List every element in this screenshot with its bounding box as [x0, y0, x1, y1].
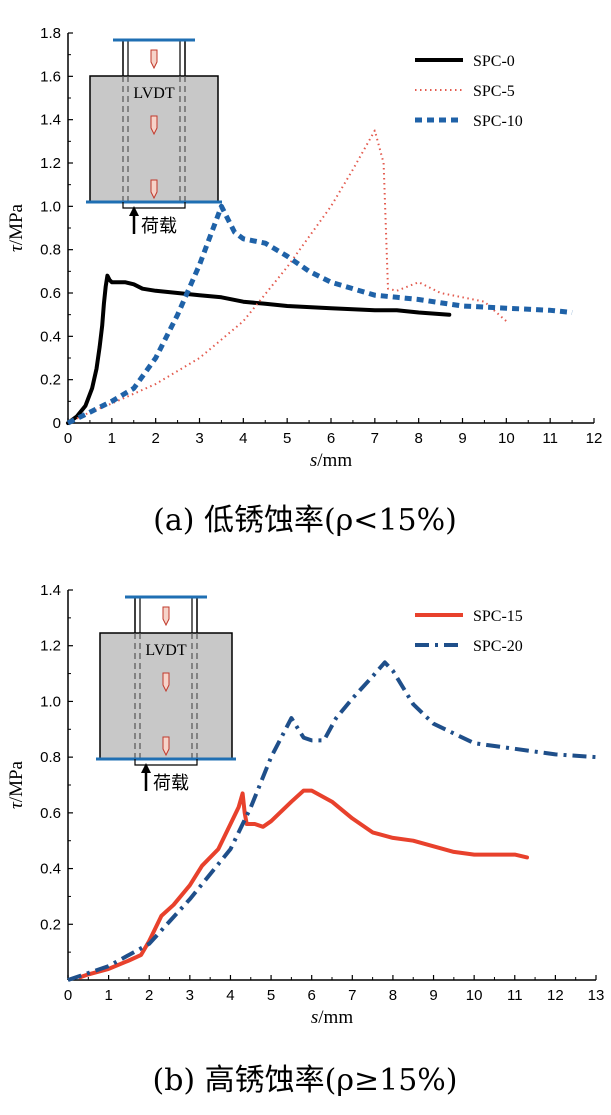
- x-axis-label-unit: /mm: [318, 1007, 353, 1028]
- y-tick-label: 0.8: [40, 749, 61, 766]
- x-tick-label: 5: [267, 987, 275, 1004]
- y-tick-label: 1.4: [40, 582, 61, 599]
- x-tick-label: 8: [414, 430, 422, 447]
- y-tick-label: 0.4: [40, 328, 61, 345]
- series-line-spc-15: [78, 788, 529, 980]
- chart-panel-a: 0 1 2 3 4 5 6 7 8 9 10 11 1200.20.40.60.81.01.21.41.…: [6, 25, 602, 538]
- x-axis-label-unit: /mm: [317, 450, 352, 471]
- x-tick-label: 5: [283, 430, 291, 447]
- x-tick-label: 0: [64, 430, 72, 447]
- x-tick-label: 6: [327, 430, 335, 447]
- y-tick-label: 0.2: [40, 372, 61, 389]
- lvdt-probe-icon: [150, 179, 158, 200]
- y-tick-label: 0: [53, 415, 61, 432]
- y-tick-label: 0.8: [40, 242, 61, 259]
- y-axis-label-unit: /MPa: [6, 203, 27, 245]
- lvdt-probe-icon: [150, 115, 158, 136]
- x-axis-label: s/mm: [311, 1007, 353, 1028]
- x-tick-label: 13: [588, 987, 605, 1004]
- x-tick-label: 3: [186, 987, 194, 1004]
- x-tick-label: 4: [226, 987, 234, 1004]
- series-line-spc-20: [67, 660, 597, 982]
- x-tick-label: 0: [64, 987, 72, 1004]
- lvdt-label: LVDT: [133, 85, 174, 102]
- y-axis-label-var: τ: [6, 244, 27, 252]
- panel-caption: (a) 低锈蚀率(ρ<15%): [153, 503, 457, 538]
- x-tick-label: 12: [547, 987, 564, 1004]
- x-tick-label: 7: [371, 430, 379, 447]
- load-arrowhead-icon: [129, 206, 139, 216]
- panel-caption: (b) 高锈蚀率(ρ≥15%): [152, 1063, 457, 1098]
- specimen-inset: LVDT 荷载: [86, 38, 222, 237]
- series-line-spc-10: [66, 203, 573, 426]
- x-tick-label: 8: [389, 987, 397, 1004]
- y-tick-label: 0.6: [40, 285, 61, 302]
- y-tick-label: 1.6: [40, 68, 61, 85]
- x-tick-label: 1: [108, 430, 116, 447]
- load-label: 荷载: [141, 216, 177, 237]
- y-tick-label: 1.0: [40, 693, 61, 710]
- x-tick-label: 9: [429, 987, 437, 1004]
- x-tick-label: 11: [542, 430, 558, 447]
- series-line-spc-5: [67, 129, 507, 424]
- y-tick-label: 1.2: [40, 155, 61, 172]
- y-axis-label: τ/MPa: [6, 760, 27, 809]
- x-tick-label: 6: [308, 987, 316, 1004]
- bottom-bracket: [134, 759, 198, 766]
- y-tick-label: 1.4: [40, 112, 61, 129]
- chart-panel-b: 0 1 2 3 4 5 6 7 8 9 10 11 12 130.20.40.60.81.01.21.4s…: [6, 582, 604, 1098]
- x-tick-label: 4: [239, 430, 247, 447]
- x-tick-label: 2: [151, 430, 159, 447]
- load-label: 荷载: [153, 773, 189, 794]
- x-tick-label: 2: [145, 987, 153, 1004]
- x-tick-label: 3: [195, 430, 203, 447]
- lvdt-probe-icon: [162, 736, 170, 757]
- legend-label: SPC-20: [473, 638, 523, 655]
- x-tick-label: 10: [498, 430, 515, 447]
- legend-label: SPC-5: [473, 83, 515, 100]
- legend-label: SPC-15: [473, 608, 523, 625]
- legend-label: SPC-0: [473, 53, 515, 70]
- legend-label: SPC-10: [473, 113, 523, 130]
- x-tick-label: 11: [507, 987, 523, 1004]
- lvdt-label: LVDT: [145, 642, 186, 659]
- specimen-inset: LVDT 荷载: [96, 595, 236, 794]
- x-axis-label-var: s: [311, 1007, 318, 1028]
- series-line-spc-0: [66, 273, 452, 425]
- lvdt-probe-icon: [162, 606, 170, 627]
- load-arrowhead-icon: [141, 763, 151, 773]
- x-axis-label-var: s: [310, 450, 317, 471]
- y-tick-label: 1.0: [40, 198, 61, 215]
- x-tick-label: 1: [104, 987, 112, 1004]
- y-axis-label: τ/MPa: [6, 203, 27, 252]
- y-tick-label: 1.8: [40, 25, 61, 42]
- y-tick-label: 0.2: [40, 916, 61, 933]
- bottom-bracket: [122, 202, 186, 209]
- y-tick-label: 1.2: [40, 638, 61, 655]
- x-tick-label: 12: [586, 430, 603, 447]
- x-tick-label: 10: [466, 987, 483, 1004]
- lvdt-probe-icon: [162, 672, 170, 693]
- y-axis-label-var: τ: [6, 801, 27, 809]
- y-tick-label: 0.4: [40, 861, 61, 878]
- y-axis-label-unit: /MPa: [6, 760, 27, 802]
- lvdt-probe-icon: [150, 49, 158, 70]
- x-tick-label: 7: [348, 987, 356, 1004]
- y-tick-label: 0.6: [40, 805, 61, 822]
- x-axis-label: s/mm: [310, 450, 352, 471]
- x-tick-label: 9: [458, 430, 466, 447]
